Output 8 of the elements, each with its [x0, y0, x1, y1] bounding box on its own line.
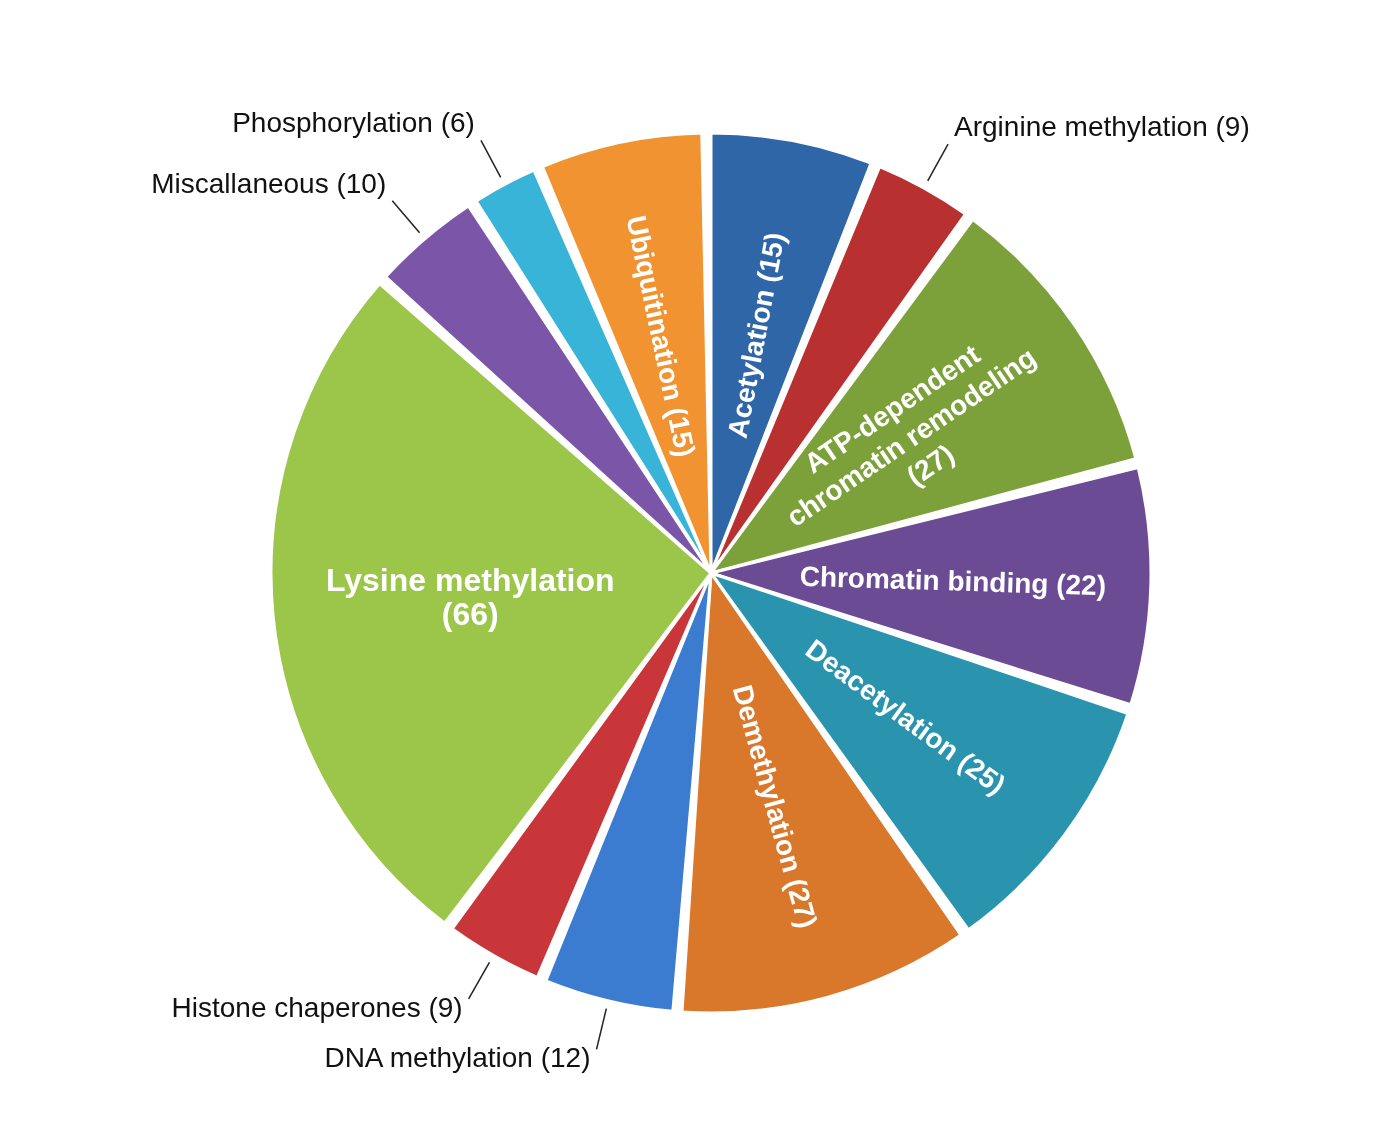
slice-label: Histone chaperones (9): [171, 991, 463, 1023]
slice-label: Phosphorylation (6): [232, 107, 475, 139]
slice-label: Arginine methylation (9): [954, 111, 1250, 143]
slice-label: Acetylation (15): [721, 229, 791, 441]
slice-label: Miscallaneous (10): [151, 167, 387, 199]
slice-label: DNA methylation (12): [324, 1042, 591, 1074]
slice-label: Chromatin binding (22): [799, 560, 1107, 602]
slice-label: Lysine methylation (66): [325, 561, 615, 632]
